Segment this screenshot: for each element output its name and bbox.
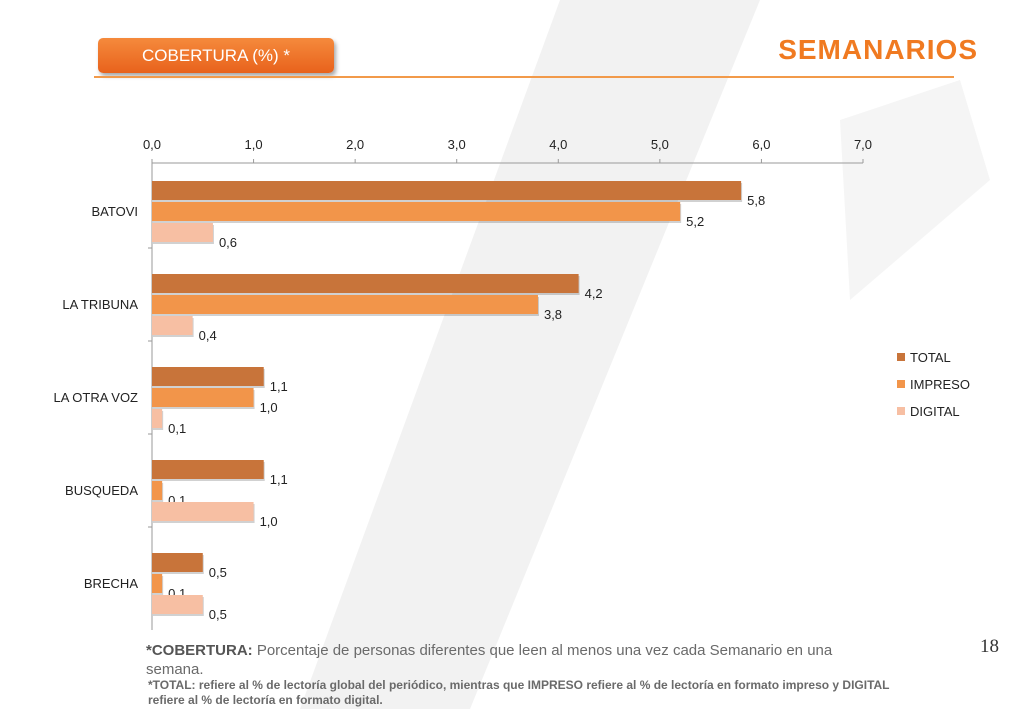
bar-impreso-brecha xyxy=(152,574,163,593)
data-label-total-brecha: 0,5 xyxy=(209,565,227,580)
data-label-total-batovi: 5,8 xyxy=(747,193,765,208)
bar-digital-la-otra-voz xyxy=(152,409,163,428)
bar-total-la-otra-voz xyxy=(152,367,264,386)
x-tick-label: 6,0 xyxy=(752,137,770,152)
bar-total-batovi xyxy=(152,181,742,200)
bar-impreso-la-tribuna xyxy=(152,295,538,314)
bar-total-brecha xyxy=(152,553,203,572)
x-tick-label: 2,0 xyxy=(346,137,364,152)
legend-label-total: TOTAL xyxy=(910,350,951,365)
data-label-digital-busqueda: 1,0 xyxy=(260,514,278,529)
category-label-la-tribuna: LA TRIBUNA xyxy=(62,297,138,312)
bar-digital-brecha xyxy=(152,595,203,614)
bar-digital-busqueda xyxy=(152,502,254,521)
bar-total-busqueda xyxy=(152,460,264,479)
x-tick-label: 1,0 xyxy=(245,137,263,152)
data-label-total-la-otra-voz: 1,1 xyxy=(270,379,288,394)
data-label-digital-brecha: 0,5 xyxy=(209,607,227,622)
coverage-bar-chart: 0,0 1,0 2,0 3,0 4,0 5,0 6,0 7,0 BATOVI 5,8 5,2 0,6 L… xyxy=(53,137,970,630)
bar-digital-batovi xyxy=(152,223,213,242)
x-tick-label: 5,0 xyxy=(651,137,669,152)
legend-swatch-digital xyxy=(897,407,905,415)
x-tick-label: 4,0 xyxy=(549,137,567,152)
data-label-total-busqueda: 1,1 xyxy=(270,472,288,487)
bar-impreso-la-otra-voz xyxy=(152,388,254,407)
category-label-batovi: BATOVI xyxy=(92,204,138,219)
definition-text: Porcentaje de personas diferentes que le… xyxy=(146,642,833,678)
bar-total-la-tribuna xyxy=(152,274,579,293)
coverage-definition: *COBERTURA: Porcentaje de personas difer… xyxy=(146,641,886,679)
legend-label-digital: DIGITAL xyxy=(910,404,960,419)
data-label-impreso-la-otra-voz: 1,0 xyxy=(260,400,278,415)
legend-swatch-impreso xyxy=(897,380,905,388)
data-label-digital-la-tribuna: 0,4 xyxy=(199,328,217,343)
bar-digital-la-tribuna xyxy=(152,316,193,335)
x-tick-label: 0,0 xyxy=(143,137,161,152)
data-label-total-la-tribuna: 4,2 xyxy=(585,286,603,301)
category-label-busqueda: BUSQUEDA xyxy=(65,483,138,498)
data-label-digital-la-otra-voz: 0,1 xyxy=(168,421,186,436)
category-label-brecha: BRECHA xyxy=(84,576,139,591)
legend-label-impreso: IMPRESO xyxy=(910,377,970,392)
format-note: *TOTAL: refiere al % de lectoría global … xyxy=(148,678,890,707)
data-label-impreso-la-tribuna: 3,8 xyxy=(544,307,562,322)
data-label-digital-batovi: 0,6 xyxy=(219,235,237,250)
data-label-impreso-batovi: 5,2 xyxy=(686,214,704,229)
bar-impreso-busqueda xyxy=(152,481,163,500)
page-number: 18 xyxy=(980,636,999,657)
header-divider xyxy=(94,76,954,78)
bar-impreso-batovi xyxy=(152,202,681,221)
x-tick-label: 3,0 xyxy=(448,137,466,152)
legend-swatch-total xyxy=(897,353,905,361)
coverage-badge: COBERTURA (%) * xyxy=(98,38,334,73)
x-tick-label: 7,0 xyxy=(854,137,872,152)
category-label-la-otra-voz: LA OTRA VOZ xyxy=(53,390,138,405)
page-title: SEMANARIOS xyxy=(778,34,978,65)
definition-term: *COBERTURA: xyxy=(146,642,253,659)
